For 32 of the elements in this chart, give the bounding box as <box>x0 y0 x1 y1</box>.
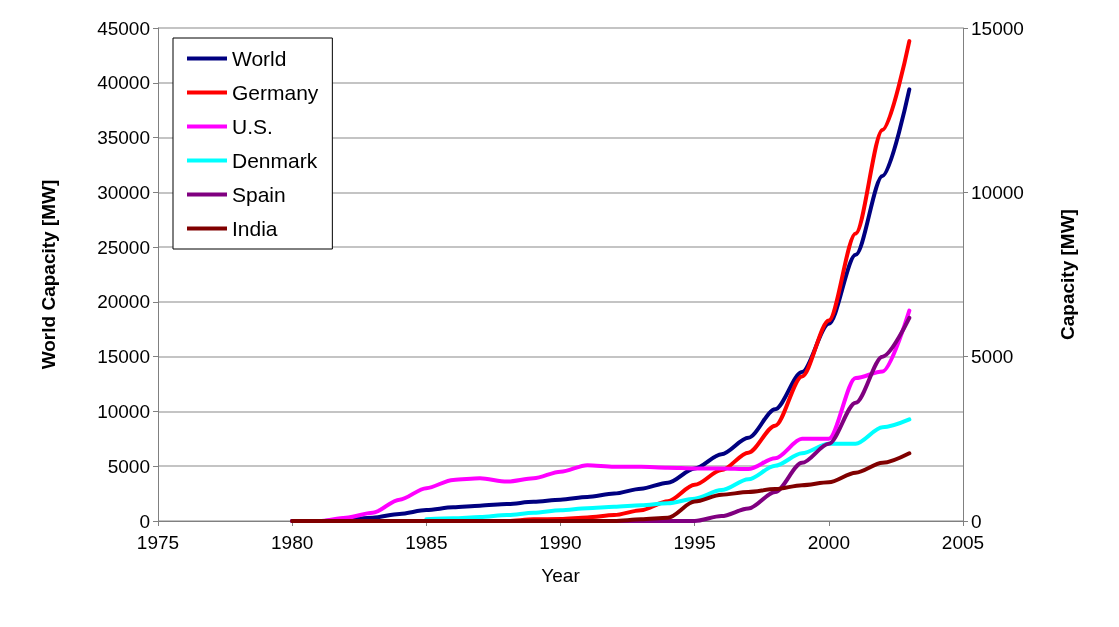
y-tick-label: 15000 <box>97 346 150 368</box>
x-tick-label: 1980 <box>271 532 314 553</box>
y-tick-label: 10000 <box>97 400 150 422</box>
y2-tick-label: 5000 <box>971 346 1014 368</box>
legend-label: U.S. <box>232 115 273 138</box>
y2-axis-title: Capacity [MW] <box>1057 209 1078 340</box>
y-tick-label: 25000 <box>97 236 150 258</box>
x-tick-label: 1995 <box>673 532 716 553</box>
legend-label: Germany <box>232 81 319 104</box>
line-series <box>424 417 912 522</box>
x-tick-label: 1990 <box>539 532 582 553</box>
x-tick-label: 2000 <box>807 532 850 553</box>
y-tick-label: 35000 <box>97 127 150 149</box>
legend-label: Spain <box>232 183 286 206</box>
x-tick-label: 1975 <box>136 532 180 553</box>
legend-label: Denmark <box>232 149 318 172</box>
y2-tick-label: 0 <box>971 510 982 532</box>
y-tick-label: 40000 <box>97 72 150 94</box>
x-tick-label: 2005 <box>941 532 985 553</box>
x-tick-label: 1985 <box>405 532 448 553</box>
y2-tick-label: 10000 <box>971 181 1024 203</box>
y-tick-label: 20000 <box>97 291 150 313</box>
y-axis-title: World Capacity [MW] <box>38 179 59 370</box>
x-axis-title: Year <box>541 565 581 586</box>
y2-tick-label: 15000 <box>971 17 1024 39</box>
legend-label: World <box>232 47 287 70</box>
line-series <box>290 451 912 523</box>
y-tick-label: 45000 <box>97 17 150 39</box>
y-tick-label: 5000 <box>107 455 150 477</box>
y-tick-label: 0 <box>139 510 150 532</box>
legend-label: India <box>232 217 278 240</box>
y-tick-label: 30000 <box>97 181 150 203</box>
